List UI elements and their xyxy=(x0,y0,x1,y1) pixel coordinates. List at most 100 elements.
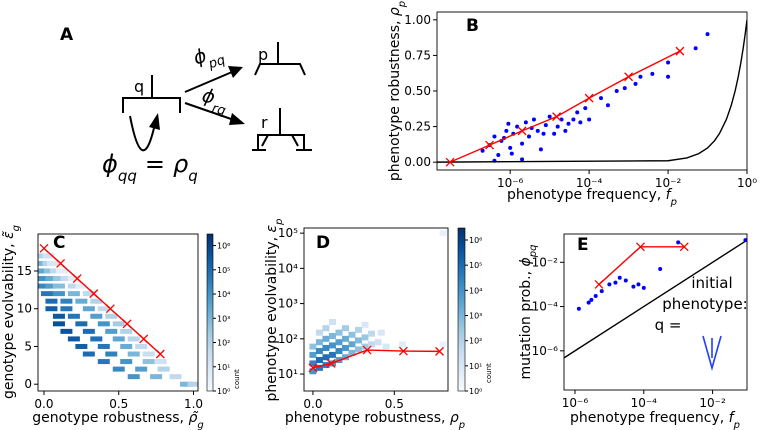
x-marker xyxy=(485,140,494,150)
heat-cell xyxy=(335,348,343,355)
y-tick-label: 0.00 xyxy=(404,155,431,169)
x-marker xyxy=(139,334,149,344)
plot-area xyxy=(308,230,447,375)
colorbar-tick-label: 10⁰ xyxy=(217,387,230,396)
heat-cell xyxy=(52,313,65,319)
line xyxy=(598,246,685,285)
arrow-head xyxy=(228,66,243,78)
x-tick-label: 10⁻² xyxy=(655,176,682,190)
point xyxy=(563,128,568,133)
x-axis-label: phenotype frequency, fp xyxy=(570,410,740,430)
point xyxy=(583,106,588,111)
heat-cell xyxy=(315,339,323,346)
x-marker xyxy=(105,304,115,314)
heat-cell xyxy=(97,306,110,312)
y-tick-label: 10⁻⁶ xyxy=(532,344,559,358)
heat-cell xyxy=(348,341,356,348)
x-marker xyxy=(398,346,408,356)
point xyxy=(527,134,532,139)
phenotype-glyph xyxy=(254,63,306,76)
heat-cell xyxy=(355,337,363,344)
point xyxy=(535,128,540,133)
heat-cell xyxy=(67,336,80,342)
point xyxy=(504,128,509,133)
point xyxy=(614,89,619,93)
heat-cell xyxy=(45,306,58,312)
colorbar-tick-label: 10¹ xyxy=(469,362,482,371)
y-axis-label-text: mutation prob., xyxy=(518,266,534,379)
heat-cell xyxy=(328,333,336,340)
colorbar-tick-label: 10⁶ xyxy=(217,242,230,251)
colorbar-label: count xyxy=(233,369,241,389)
x-marker xyxy=(445,157,455,167)
y-tick-label: 10¹ xyxy=(278,367,298,381)
x-axis-label-text: phenotype robustness, xyxy=(285,410,450,426)
symbol: ρ xyxy=(173,150,188,178)
point xyxy=(623,278,628,283)
heat-cell xyxy=(341,344,349,351)
colorbar-tick-label: 10⁶ xyxy=(469,236,482,245)
point xyxy=(666,74,671,79)
colorbar-tick-label: 10⁴ xyxy=(469,286,482,295)
x-axis-label-symbol: ρ̃ xyxy=(188,410,198,426)
axes-frame xyxy=(436,11,748,171)
heat-cell xyxy=(67,291,80,297)
heat-cell xyxy=(335,329,343,336)
heat-cell xyxy=(97,343,110,349)
heat-cell xyxy=(60,276,73,282)
x-axis-label: genotype robustness, ρ̃g xyxy=(32,410,203,430)
point xyxy=(552,131,557,136)
y-axis-label: phenotype robustness, ρp xyxy=(387,1,408,181)
y-tick-label: 10⁵ xyxy=(278,226,298,240)
x-tick-label: 0.5 xyxy=(385,397,404,411)
x-axis-label: phenotype robustness, ρp xyxy=(285,410,465,430)
colorbar-tick-label: 10⁴ xyxy=(217,290,230,299)
point xyxy=(598,96,603,101)
point xyxy=(589,297,594,302)
point xyxy=(599,289,604,294)
y-axis-label-symbol: ε̃ xyxy=(1,231,17,239)
panel-letter: D xyxy=(316,233,330,253)
y-tick-label: 10⁻⁴ xyxy=(532,300,559,314)
heat-cell xyxy=(150,374,163,380)
panel: 10⁰ 10¹ 10² 10³ 10⁴ 10⁵ 10⁶ count 0.0 0.5 10¹ 10² 10… xyxy=(264,219,493,430)
heat-cell xyxy=(82,351,95,357)
x-tick-label: 10⁻² xyxy=(699,396,726,410)
axes-frame xyxy=(563,233,748,391)
heat-cell xyxy=(309,360,317,367)
heat-cell xyxy=(315,348,323,355)
y-axis-label-sub: p xyxy=(274,219,285,226)
y-tick-label: 10⁴ xyxy=(278,261,298,275)
transition-label: ϕrq xyxy=(198,84,230,118)
heat-cell xyxy=(322,325,330,332)
y-axis-label-text: phenotype evolvability, xyxy=(264,232,280,401)
x-marker xyxy=(89,289,99,299)
transition-label: ϕpq xyxy=(191,39,227,75)
heat-cell xyxy=(187,381,198,387)
x-marker xyxy=(679,242,689,252)
y-axis-label-sub: p xyxy=(397,1,408,8)
colorbar-tick-label: 10¹ xyxy=(217,363,230,372)
annotation: phenotype: xyxy=(662,295,748,313)
heat-cell xyxy=(55,268,68,274)
point xyxy=(650,71,655,76)
heat-cell xyxy=(40,291,53,297)
point xyxy=(541,131,546,136)
point xyxy=(547,114,552,119)
x-tick-label: 0.5 xyxy=(109,397,128,411)
heat-cell xyxy=(52,276,65,282)
point xyxy=(693,46,698,51)
x-marker xyxy=(635,242,645,252)
heat-cell xyxy=(315,357,323,364)
heat-cell xyxy=(361,334,369,341)
operator: = xyxy=(145,150,165,178)
heat-cell xyxy=(142,351,155,357)
heat-cell xyxy=(127,351,140,357)
x-marker xyxy=(155,349,165,359)
heat-cell xyxy=(341,354,349,361)
heat-cell xyxy=(154,359,167,365)
x-axis-label-sub: p xyxy=(733,420,740,430)
